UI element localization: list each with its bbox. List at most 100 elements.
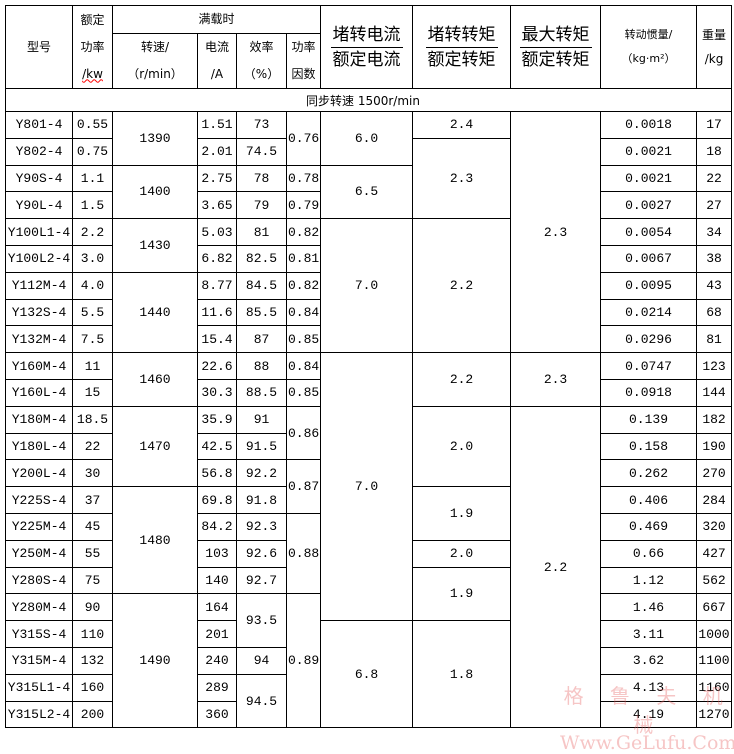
cell-weight: 284	[696, 486, 733, 514]
cell-model: Y801-4	[5, 111, 73, 139]
cell-current: 84.2	[197, 512, 237, 541]
table-row: Y801-4 0.55 1390 1.51 73 0.76 6.0 2.4 2.3 0.0018 1…	[5, 110, 733, 354]
cell-rated-power: 0.55	[72, 111, 113, 139]
cell-power-factor: 0.89	[285, 593, 322, 729]
cell-inertia: 0.0021	[600, 137, 698, 166]
cell-current: 56.8	[197, 459, 237, 488]
header-unit: （kg·m²）	[621, 52, 676, 65]
cell-efficiency: 91	[236, 405, 287, 434]
cell-inertia: 0.0021	[600, 164, 698, 193]
cell-rated-power: 45	[72, 512, 113, 541]
cell-rated-power: 3.0	[72, 244, 113, 273]
cell-locked-torque-ratio: 2.4	[412, 111, 512, 139]
table-row: Y315M-4 132 240 94 3.62 1100	[5, 646, 733, 675]
cell-efficiency: 94.5	[236, 673, 287, 729]
cell-weight: 320	[696, 512, 733, 541]
cell-speed: 1470	[112, 405, 198, 488]
cell-max-torque-ratio: 2.2	[510, 405, 602, 729]
cell-inertia: 4.19	[600, 700, 698, 729]
cell-locked-torque-ratio: 2.2	[412, 218, 512, 354]
cell-efficiency: 88	[236, 352, 287, 380]
cell-rated-power: 160	[72, 673, 113, 702]
cell-locked-current-ratio: 7.0	[320, 218, 414, 354]
cell-weight: 1160	[696, 673, 733, 702]
table-row: Y90L-4 1.5 3.65 79 0.79 0.0027 27	[5, 191, 733, 220]
cell-weight: 18	[696, 137, 733, 166]
denominator: 额定电流	[332, 49, 401, 70]
cell-rated-power: 15	[72, 378, 113, 407]
cell-rated-power: 7.5	[72, 325, 113, 354]
table-row: Y280M-4 90 1490 164 93.5 0.89 1.46 667	[5, 593, 733, 729]
header-power-factor: 功率 因数	[285, 33, 322, 89]
cell-current: 42.5	[197, 432, 237, 461]
header-text: 转速/	[140, 40, 170, 54]
cell-max-torque-ratio: 2.3	[510, 110, 602, 354]
header-text: 转动惯量/	[624, 28, 673, 41]
cell-weight: 182	[696, 405, 733, 434]
cell-current: 30.3	[197, 378, 237, 407]
cell-model: Y180M-4	[5, 405, 73, 434]
header-current: 电流/A	[197, 33, 237, 89]
cell-efficiency: 94	[236, 646, 287, 675]
header-unit: /A	[210, 67, 224, 81]
cell-rated-power: 5.5	[72, 298, 113, 327]
cell-inertia: 0.469	[600, 512, 698, 541]
cell-speed: 1390	[112, 111, 198, 166]
header-text: 因数	[291, 67, 316, 81]
header-full-load: 满载时	[111, 5, 322, 34]
cell-weight: 38	[696, 244, 733, 273]
cell-inertia: 0.0214	[600, 298, 698, 327]
cell-inertia: 0.262	[600, 459, 698, 488]
cell-locked-torque-ratio: 1.9	[412, 566, 512, 622]
table-row: Y200L-4 30 56.8 92.2 0.87 0.262 270	[5, 459, 733, 514]
cell-efficiency: 85.5	[236, 298, 287, 327]
cell-model: Y132M-4	[5, 325, 73, 354]
cell-rated-power: 55	[72, 539, 113, 568]
cell-current: 5.03	[197, 218, 237, 246]
cell-weight: 68	[696, 298, 733, 327]
header-text: 功率	[291, 40, 316, 54]
cell-speed: 1440	[112, 271, 198, 354]
cell-model: Y90L-4	[5, 191, 73, 220]
cell-model: Y315S-4	[5, 620, 73, 648]
cell-weight: 123	[696, 352, 733, 380]
table-row: Y112M-4 4.0 1440 8.77 84.5 0.82 0.0095 43	[5, 271, 733, 354]
cell-current: 360	[197, 700, 237, 729]
cell-current: 289	[197, 673, 237, 702]
cell-efficiency: 78	[236, 164, 287, 193]
cell-model: Y100L2-4	[5, 244, 73, 273]
header-unit: /kw	[82, 66, 103, 81]
cell-efficiency: 92.2	[236, 459, 287, 488]
table-row: Y315S-4 110 201 6.8 1.8 3.11 1000	[5, 620, 733, 729]
header-rated-power: 额定 功率 /kw	[72, 5, 113, 89]
motor-spec-table: 型号 额定 功率 /kw 满载时 堵转电流 额定电流 堵转转矩 额定转矩 最大转…	[4, 5, 733, 729]
cell-weight: 1270	[696, 700, 733, 729]
cell-efficiency: 84.5	[236, 271, 287, 300]
cell-rated-power: 18.5	[72, 405, 113, 434]
cell-locked-current-ratio: 6.8	[320, 620, 414, 729]
cell-rated-power: 0.75	[72, 137, 113, 166]
cell-inertia: 0.0296	[600, 325, 698, 354]
cell-power-factor: 0.78	[285, 164, 322, 193]
cell-inertia: 3.11	[600, 620, 698, 648]
cell-inertia: 3.62	[600, 646, 698, 675]
cell-power-factor: 0.85	[285, 325, 322, 354]
table-row: Y225M-4 45 84.2 92.3 0.88 0.469 320	[5, 512, 733, 595]
cell-rated-power: 30	[72, 459, 113, 488]
cell-efficiency: 81	[236, 218, 287, 246]
cell-power-factor: 0.81	[285, 244, 322, 273]
header-unit: （%）	[243, 67, 280, 81]
cell-rated-power: 4.0	[72, 271, 113, 300]
table-row: Y180L-4 22 42.5 91.5 0.158 190	[5, 432, 733, 461]
cell-power-factor: 0.84	[285, 352, 322, 380]
cell-weight: 34	[696, 218, 733, 246]
cell-weight: 1100	[696, 646, 733, 675]
cell-weight: 1000	[696, 620, 733, 648]
cell-power-factor: 0.82	[285, 271, 322, 300]
cell-efficiency: 73	[236, 111, 287, 139]
cell-weight: 17	[696, 111, 733, 139]
header-text: 额定	[80, 12, 105, 27]
header-inertia: 转动惯量/ （kg·m²）	[600, 5, 698, 89]
cell-speed: 1430	[112, 218, 198, 273]
cell-current: 140	[197, 566, 237, 595]
